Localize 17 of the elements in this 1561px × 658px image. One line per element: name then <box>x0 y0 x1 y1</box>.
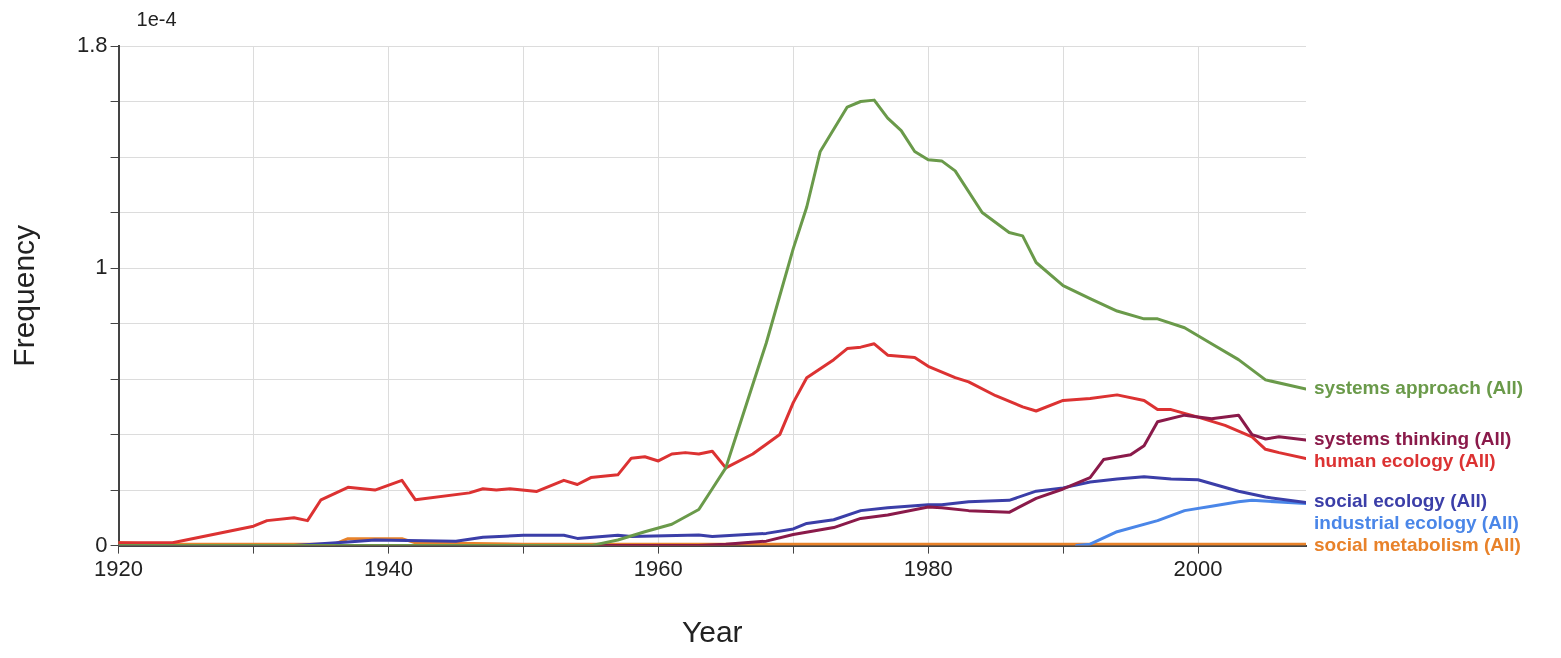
x-axis-title: Year <box>681 615 743 649</box>
series-label: social metabolism (All) <box>1314 533 1521 555</box>
x-tick-label: 1940 <box>363 555 413 581</box>
series-label: industrial ecology (All) <box>1314 511 1519 533</box>
y-tick-label: 1.8 <box>76 32 108 58</box>
x-tick-label: 1960 <box>633 555 683 581</box>
x-tick-label: 1980 <box>903 555 953 581</box>
series-label: human ecology (All) <box>1314 450 1496 472</box>
series-label: systems approach (All) <box>1314 377 1524 399</box>
series-label: social ecology (All) <box>1314 489 1488 511</box>
x-tick-label: 1920 <box>94 555 144 581</box>
x-tick-label: 2000 <box>1173 555 1223 581</box>
y-tick-label: 1 <box>95 254 108 280</box>
y-tick-label: 0 <box>95 531 108 557</box>
text: 1e-4 <box>136 7 177 30</box>
series-label: systems thinking (All) <box>1314 428 1512 450</box>
y-axis-title: Frequency <box>7 224 41 367</box>
